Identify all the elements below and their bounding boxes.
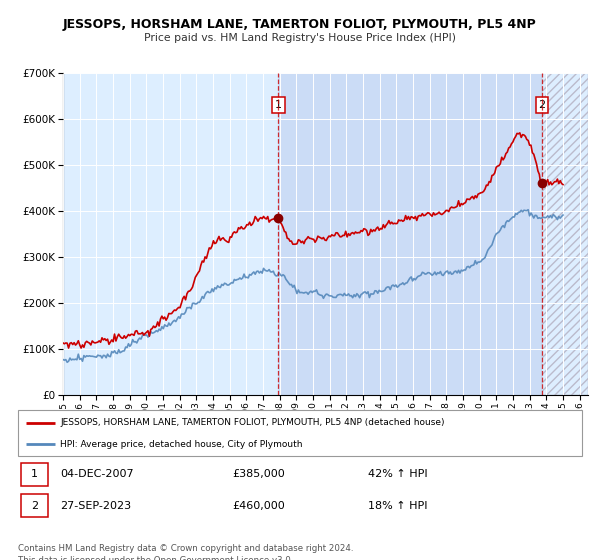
FancyBboxPatch shape xyxy=(21,463,48,486)
FancyBboxPatch shape xyxy=(21,494,48,517)
Text: 27-SEP-2023: 27-SEP-2023 xyxy=(60,501,131,511)
Text: JESSOPS, HORSHAM LANE, TAMERTON FOLIOT, PLYMOUTH, PL5 4NP: JESSOPS, HORSHAM LANE, TAMERTON FOLIOT, … xyxy=(63,18,537,31)
Bar xyxy=(542,73,588,395)
Text: 04-DEC-2007: 04-DEC-2007 xyxy=(60,469,134,479)
Text: £460,000: £460,000 xyxy=(232,501,285,511)
Text: 2: 2 xyxy=(538,100,545,110)
Text: 18% ↑ HPI: 18% ↑ HPI xyxy=(368,501,427,511)
Text: Contains HM Land Registry data © Crown copyright and database right 2024.
This d: Contains HM Land Registry data © Crown c… xyxy=(18,544,353,560)
Bar xyxy=(278,73,542,395)
Text: Price paid vs. HM Land Registry's House Price Index (HPI): Price paid vs. HM Land Registry's House … xyxy=(144,32,456,43)
Text: 42% ↑ HPI: 42% ↑ HPI xyxy=(368,469,427,479)
Text: 2: 2 xyxy=(31,501,38,511)
Text: 1: 1 xyxy=(31,469,38,479)
Text: JESSOPS, HORSHAM LANE, TAMERTON FOLIOT, PLYMOUTH, PL5 4NP (detached house): JESSOPS, HORSHAM LANE, TAMERTON FOLIOT, … xyxy=(60,418,445,427)
FancyBboxPatch shape xyxy=(18,410,582,456)
Text: HPI: Average price, detached house, City of Plymouth: HPI: Average price, detached house, City… xyxy=(60,440,303,449)
Text: 1: 1 xyxy=(275,100,282,110)
Text: £385,000: £385,000 xyxy=(232,469,285,479)
